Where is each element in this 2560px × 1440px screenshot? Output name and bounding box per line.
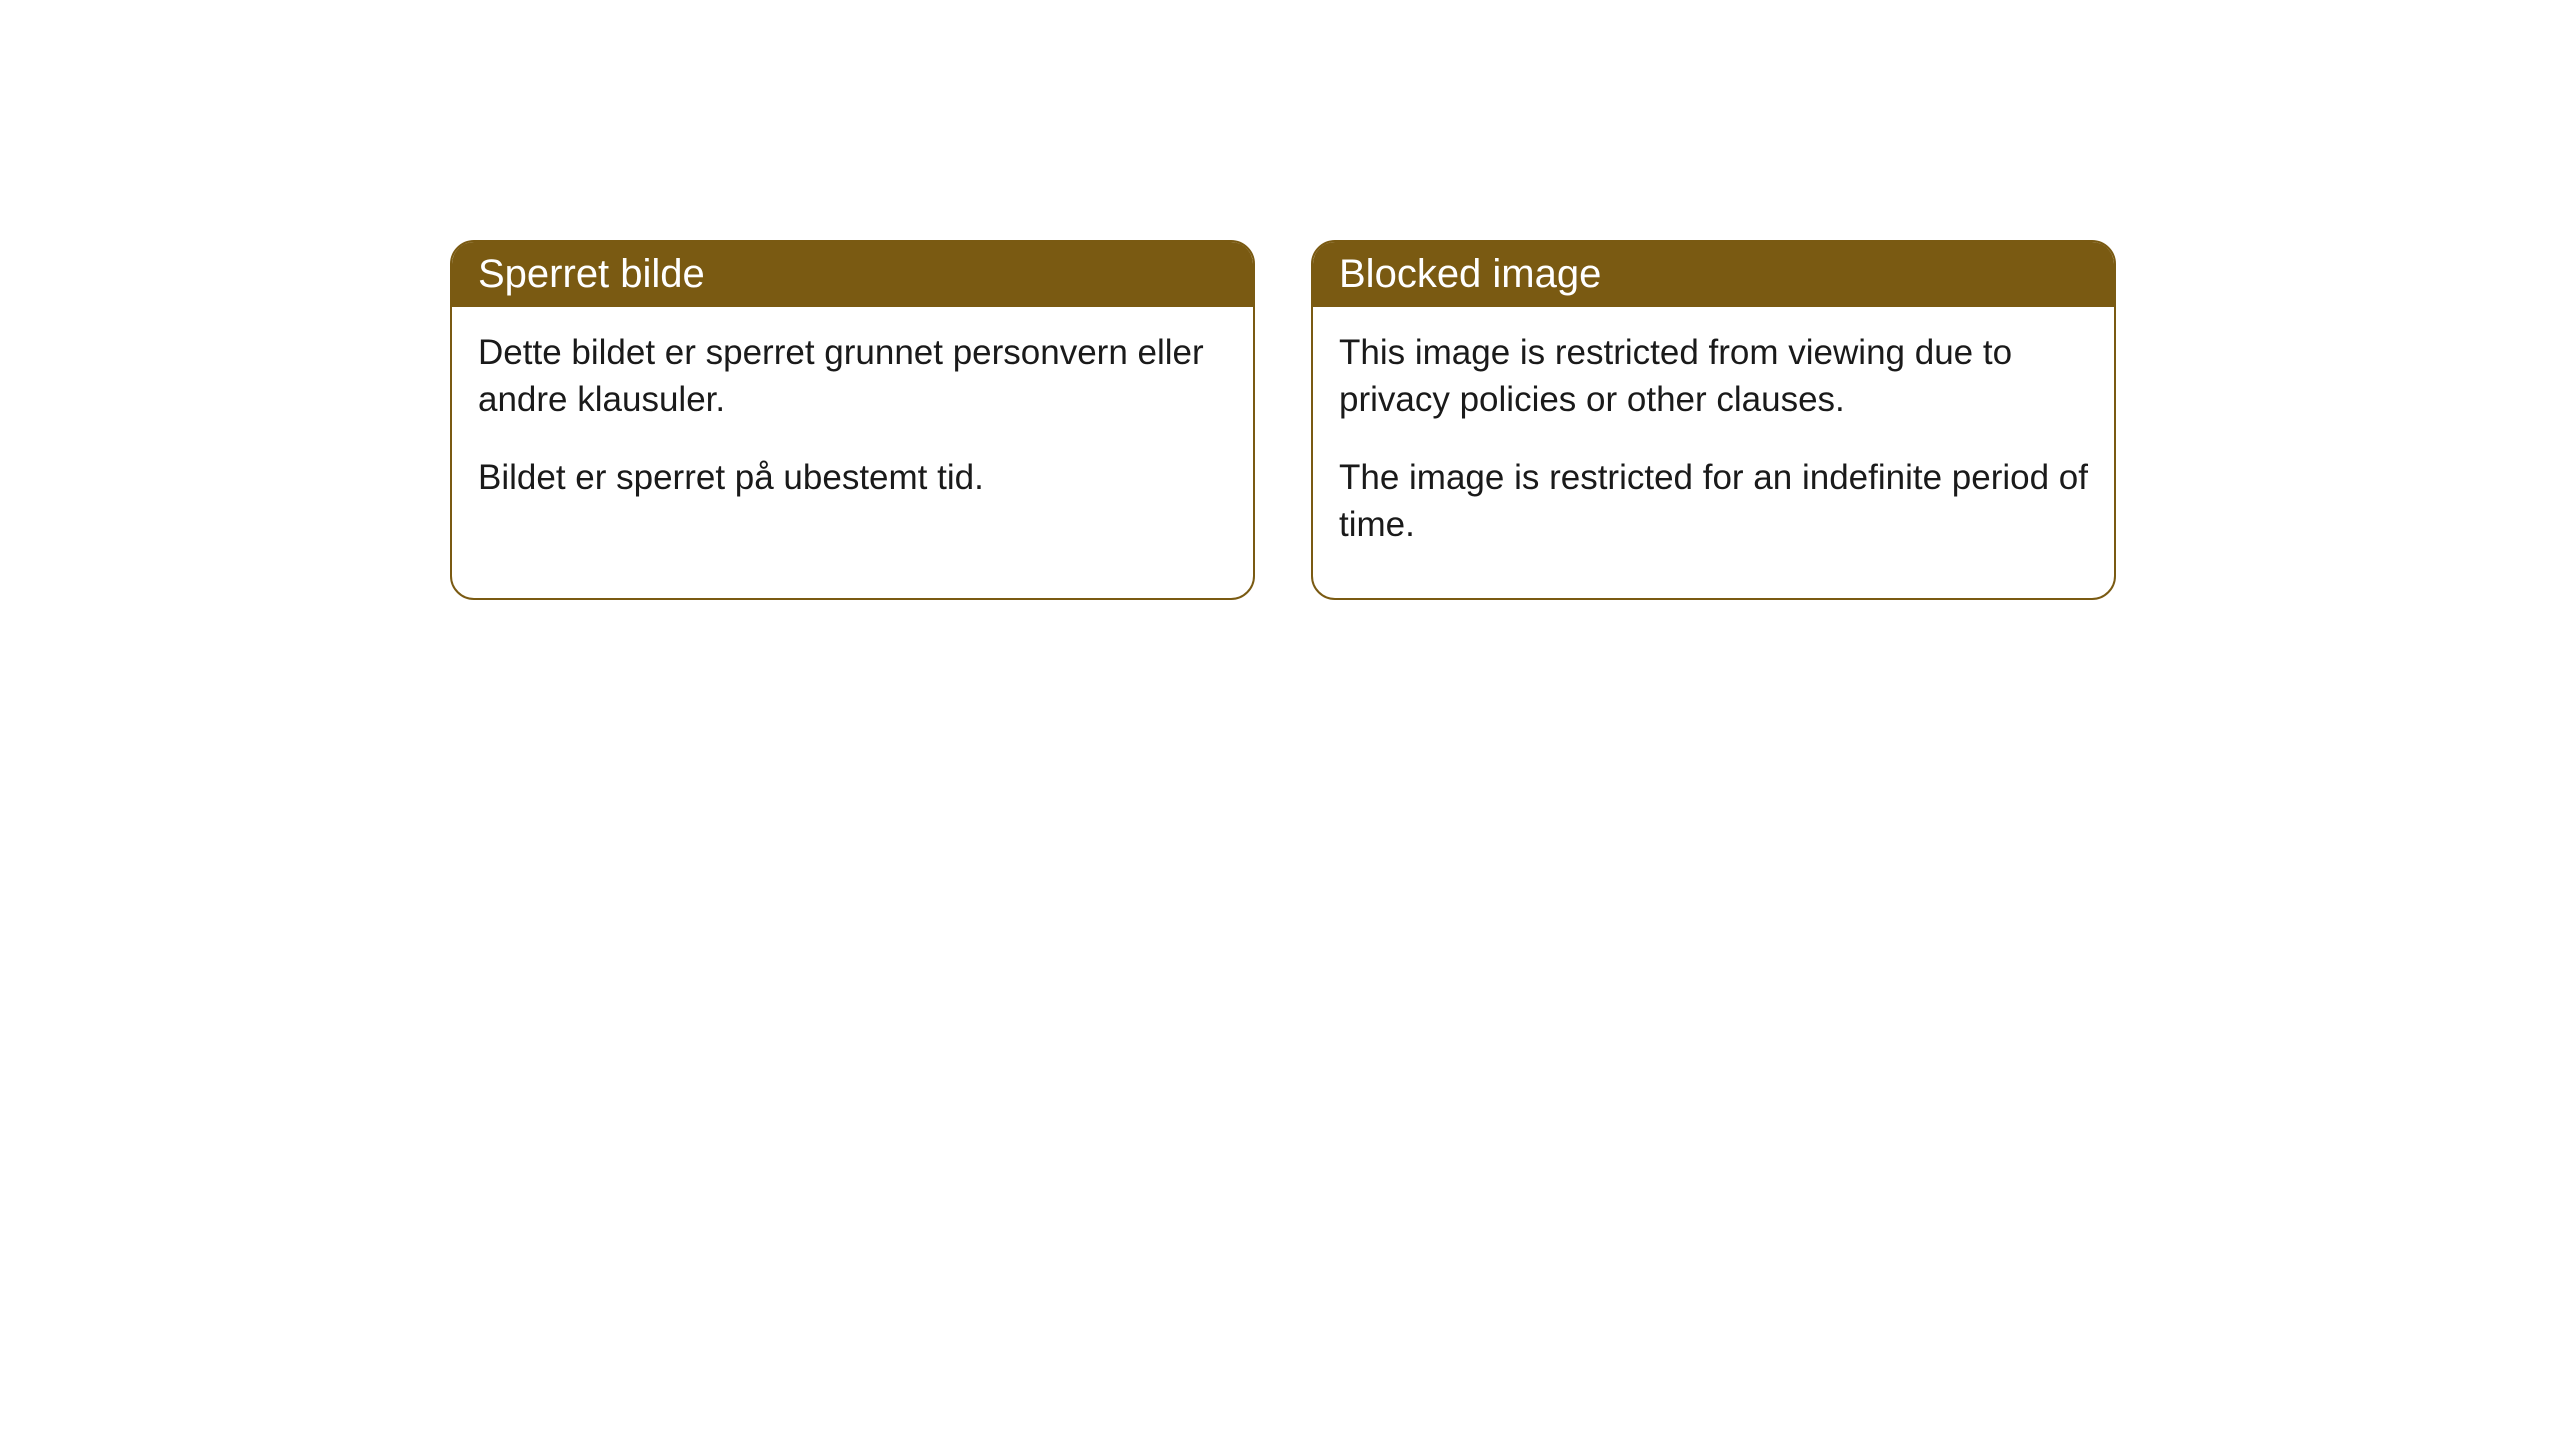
card-paragraph: The image is restricted for an indefinit…	[1339, 454, 2088, 549]
notice-cards-container: Sperret bilde Dette bildet er sperret gr…	[450, 240, 2560, 600]
card-body: This image is restricted from viewing du…	[1313, 307, 2114, 598]
card-header: Sperret bilde	[452, 242, 1253, 307]
card-header: Blocked image	[1313, 242, 2114, 307]
card-paragraph: This image is restricted from viewing du…	[1339, 329, 2088, 424]
notice-card-norwegian: Sperret bilde Dette bildet er sperret gr…	[450, 240, 1255, 600]
card-title: Sperret bilde	[478, 252, 705, 296]
card-body: Dette bildet er sperret grunnet personve…	[452, 307, 1253, 551]
notice-card-english: Blocked image This image is restricted f…	[1311, 240, 2116, 600]
card-title: Blocked image	[1339, 252, 1601, 296]
card-paragraph: Dette bildet er sperret grunnet personve…	[478, 329, 1227, 424]
card-paragraph: Bildet er sperret på ubestemt tid.	[478, 454, 1227, 501]
